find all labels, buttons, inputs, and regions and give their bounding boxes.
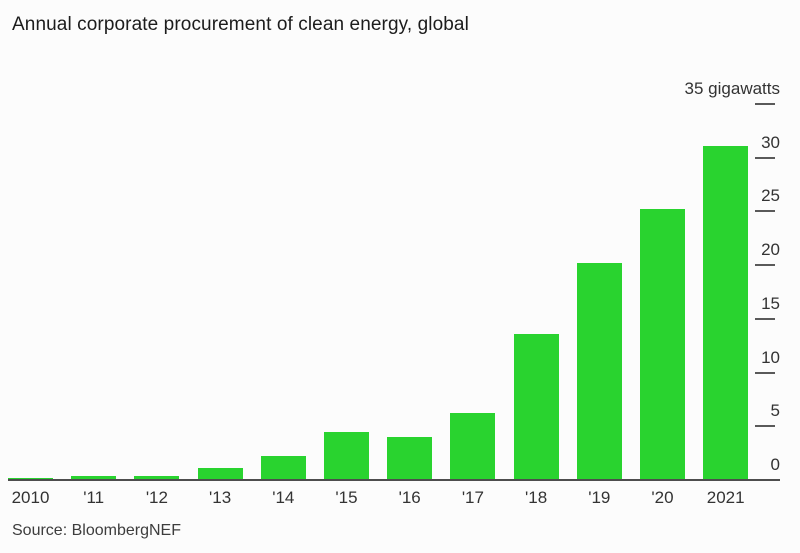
bar-19 [576,263,622,480]
source-note: Source: BloombergNEF [12,522,181,539]
x-label-20: '20 [651,488,674,507]
y-tick-30 [755,156,775,159]
bar-12 [134,475,180,480]
y-tick-20 [755,264,775,267]
x-label-2021: 2021 [706,488,745,507]
x-label-14: '14 [272,488,295,507]
y-tick-label-30: 30 [761,132,780,152]
x-label-11: '11 [83,488,105,507]
x-label-12: '12 [145,488,168,507]
x-axis-line [8,479,780,481]
bar-17 [450,413,496,480]
bar-16 [387,437,433,480]
y-tick-10 [755,371,775,374]
x-label-19: '19 [588,488,611,507]
chart-title: Annual corporate procurement of clean en… [12,14,469,35]
bar-15 [324,431,369,480]
bar-11 [71,475,117,480]
bar-14 [260,456,306,480]
bar-2021 [703,145,749,480]
y-tick-label-0: 0 [770,455,780,474]
x-label-13: '13 [209,488,232,507]
y-tick-label-20: 20 [761,240,780,260]
x-label-15: '15 [335,488,358,507]
x-label-16: '16 [398,488,421,507]
y-tick-label-25: 25 [761,186,780,206]
y-tick-5 [755,425,775,428]
bar-20 [640,209,685,480]
y-tick-label-5: 5 [770,401,780,421]
y-tick-15 [755,317,775,320]
y-tick-label-15: 15 [761,293,780,313]
bar-18 [513,333,559,480]
y-tick-35 [755,103,775,105]
x-label-2010: 2010 [11,488,50,507]
y-tick-label-35: 35 gigawatts [684,79,780,98]
y-tick-label-10: 10 [761,347,780,367]
y-tick-25 [755,210,775,213]
bar-13 [197,468,243,480]
x-label-18: '18 [525,488,548,507]
x-label-17: '17 [461,488,484,507]
